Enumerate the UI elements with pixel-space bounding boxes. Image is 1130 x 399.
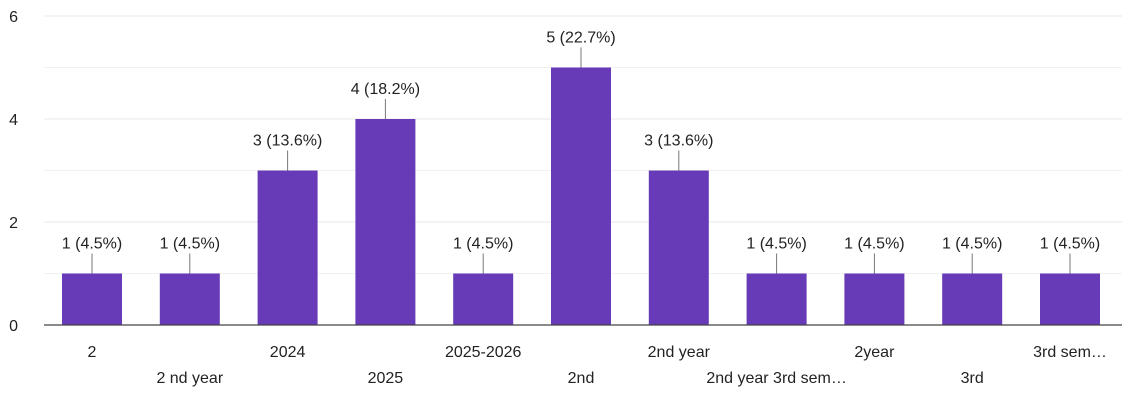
bar: [355, 119, 416, 325]
x-tick-label: 2: [88, 344, 97, 361]
x-tick-label: 2025-2026: [445, 344, 522, 361]
bar: [62, 273, 122, 325]
x-tick-label: 2 nd year: [156, 370, 223, 387]
x-tick-label: 2025: [368, 370, 404, 387]
x-tick-label: 2nd year 3rd sem…: [706, 370, 847, 387]
data-label: 3 (13.6%): [253, 133, 322, 150]
bar: [648, 170, 709, 325]
bar: [942, 273, 1003, 325]
y-tick-label: 0: [9, 318, 18, 335]
y-axis: 0 2 4 6: [9, 9, 18, 335]
bar: [159, 273, 220, 325]
x-tick-label: 3rd: [961, 370, 984, 387]
x-tick-label: 2nd year: [648, 344, 711, 361]
y-tick-label: 4: [9, 112, 18, 129]
data-label: 3 (13.6%): [644, 133, 713, 150]
data-label: 1 (4.5%): [160, 236, 220, 253]
x-tick-label: 2024: [270, 344, 306, 361]
x-tick-label: 2nd: [568, 370, 595, 387]
x-axis: 2 2 nd year 2024 2025 2025-2026 2nd 2nd year 2n…: [44, 324, 1122, 387]
data-label: 5 (22.7%): [546, 30, 615, 47]
data-label: 1 (4.5%): [746, 236, 806, 253]
data-label: 1 (4.5%): [453, 236, 513, 253]
bar: [746, 273, 807, 325]
data-label: 1 (4.5%): [62, 236, 122, 253]
data-label: 1 (4.5%): [942, 236, 1002, 253]
x-tick-label: 3rd sem…: [1033, 344, 1107, 361]
bar: [551, 67, 611, 325]
data-label: 4 (18.2%): [351, 81, 420, 98]
y-tick-label: 2: [9, 215, 18, 232]
y-tick-label: 6: [9, 9, 18, 26]
bar: [844, 273, 905, 325]
data-label: 1 (4.5%): [844, 236, 904, 253]
bars: [62, 67, 1100, 325]
bar: [257, 170, 318, 325]
bar: [453, 273, 514, 325]
data-labels: 1 (4.5%) 1 (4.5%) 3 (13.6%) 4 (18.2%) 1 (4.5…: [62, 30, 1100, 274]
data-label: 1 (4.5%): [1040, 236, 1100, 253]
bar: [1040, 273, 1100, 325]
x-tick-label: 2year: [854, 344, 895, 361]
